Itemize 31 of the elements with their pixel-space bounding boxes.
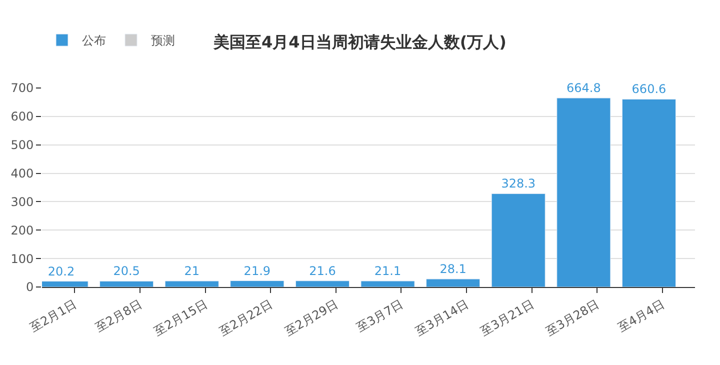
x-tick-label: 至2月15日 bbox=[152, 297, 210, 339]
data-label: 20.5 bbox=[113, 264, 140, 278]
x-tick-label: 至3月14日 bbox=[412, 297, 471, 339]
y-tick-label: 0 bbox=[26, 280, 34, 294]
x-tick-label: 至2月29日 bbox=[282, 297, 340, 339]
data-label: 21.9 bbox=[244, 264, 271, 278]
y-tick-label: 600 bbox=[10, 110, 34, 124]
x-tick-label: 至3月7日 bbox=[354, 297, 406, 335]
x-tick-label: 至2月8日 bbox=[93, 297, 144, 335]
data-label: 660.6 bbox=[632, 82, 666, 96]
y-tick-label: 700 bbox=[10, 81, 34, 96]
data-label: 21.6 bbox=[309, 264, 336, 278]
y-tick-label: 200 bbox=[10, 223, 34, 238]
x-tick-label: 至2月1日 bbox=[28, 297, 80, 335]
legend-label: 预测 bbox=[151, 34, 175, 48]
data-label: 328.3 bbox=[501, 176, 536, 191]
y-tick-label: 100 bbox=[10, 252, 34, 266]
data-label: 21 bbox=[184, 264, 200, 278]
data-label: 20.2 bbox=[48, 264, 75, 278]
data-label: 28.1 bbox=[440, 262, 466, 276]
x-tick-label: 至3月28日 bbox=[544, 297, 602, 339]
x-tick-label: 至4月4日 bbox=[615, 297, 667, 335]
chart-title: 美国至4月4日当周初请失业金人数(万人) bbox=[212, 32, 506, 52]
data-label: 664.8 bbox=[566, 81, 601, 96]
y-tick-label: 500 bbox=[10, 138, 34, 152]
data-label: 21.1 bbox=[374, 264, 402, 278]
x-tick-label: 至3月21日 bbox=[478, 297, 536, 339]
x-tick-label: 至2月22日 bbox=[217, 297, 276, 339]
y-tick-label: 400 bbox=[10, 166, 34, 180]
y-tick-label: 300 bbox=[10, 194, 34, 209]
legend-label: 公布 bbox=[82, 34, 106, 48]
